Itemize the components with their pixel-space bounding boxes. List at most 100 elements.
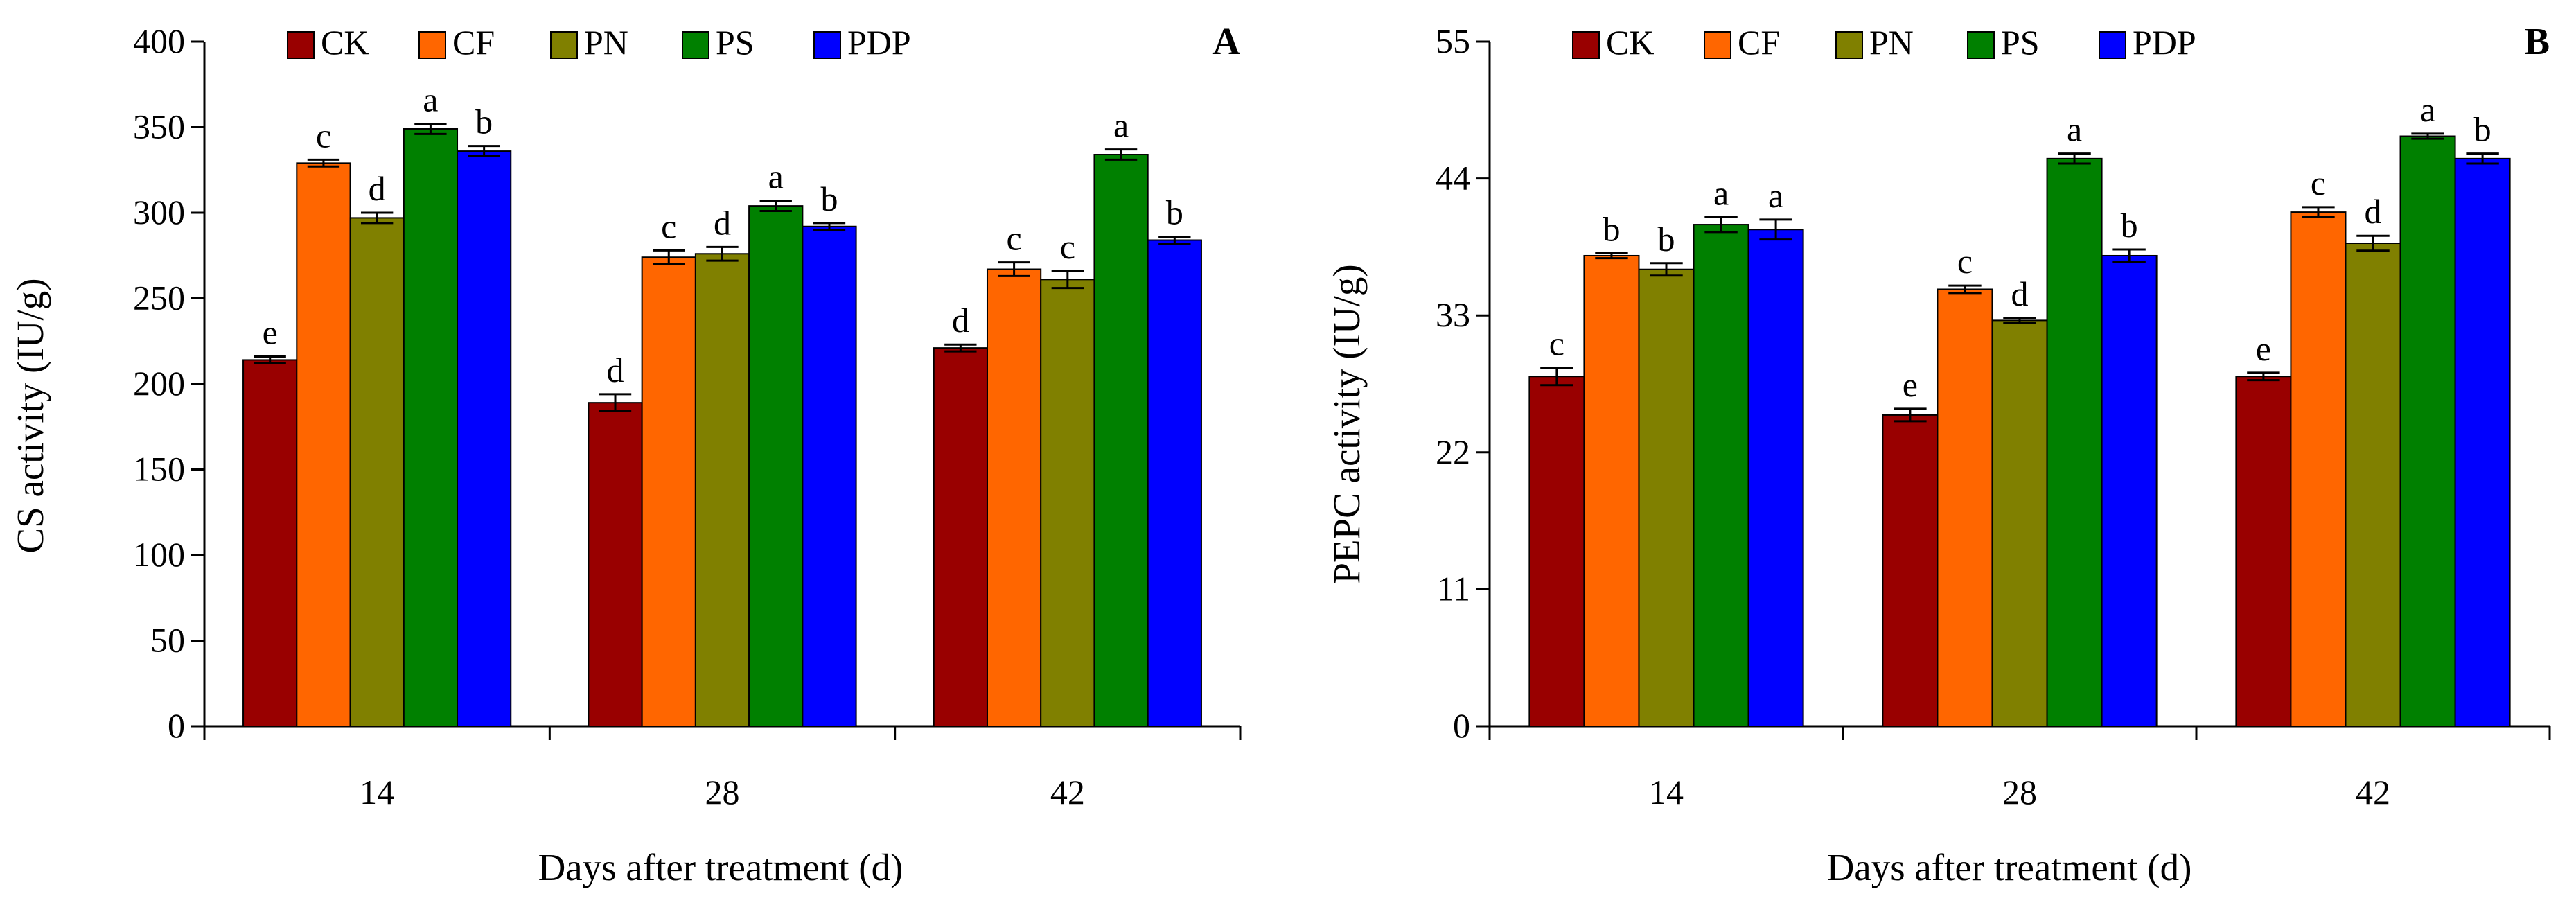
legend-swatch-ck [1572, 31, 1600, 59]
x-axis-title: Days after treatment (d) [538, 846, 903, 888]
legend-swatch-cf [1704, 31, 1731, 59]
legend-label-ps: PS [2001, 23, 2040, 62]
legend-swatch-pn [550, 31, 578, 59]
bar-ps [2046, 157, 2103, 728]
bar-cf [1937, 288, 1993, 727]
significance-letter: a [1768, 176, 1783, 215]
legend-label-pdp: PDP [847, 23, 911, 62]
y-tick-label: 200 [133, 364, 185, 403]
y-tick-label: 33 [1436, 295, 1470, 334]
significance-letter: b [1603, 209, 1620, 248]
significance-letter: b [820, 179, 838, 218]
x-tick-label: 28 [2002, 773, 2037, 811]
significance-letter: d [2011, 274, 2029, 313]
bar-cf [1583, 254, 1640, 727]
bar-ps [748, 205, 804, 727]
x-tick-label: 14 [360, 773, 394, 811]
significance-letter: a [2420, 90, 2435, 129]
y-tick-label: 300 [133, 193, 185, 231]
bar-ck [242, 359, 298, 727]
bar-ps [403, 128, 459, 728]
significance-letter: c [1060, 227, 1075, 266]
bar-ps [2399, 135, 2456, 728]
legend-label-ck: CK [321, 23, 369, 62]
significance-letter: d [952, 301, 969, 340]
bar-pdp [1147, 239, 1202, 727]
bar-ck [2235, 376, 2292, 727]
bar-pdp [2454, 157, 2511, 728]
bar-ck [588, 402, 643, 727]
significance-letter: b [1658, 220, 1675, 258]
legend-label-cf: CF [452, 23, 495, 62]
significance-letter: d [607, 351, 624, 389]
bar-pn [1638, 268, 1695, 727]
y-tick-label: 100 [133, 535, 185, 574]
x-axis-title: Days after treatment (d) [1827, 846, 2192, 888]
legend-swatch-ps [682, 31, 709, 59]
bar-cf [986, 268, 1042, 727]
legend-swatch-pdp [2099, 31, 2126, 59]
legend-label-pn: PN [584, 23, 628, 62]
x-tick-label: 42 [2356, 773, 2390, 811]
bar-ps [1693, 224, 1749, 728]
bar-pn [694, 253, 750, 727]
chart-panel-a: CS activity (IU/g) Days after treatment … [9, 20, 1242, 888]
y-tick-label: 0 [1453, 706, 1470, 745]
panel-label: A [1212, 20, 1240, 62]
legend-swatch-pn [1835, 31, 1863, 59]
x-tick-label: 14 [1649, 773, 1684, 811]
significance-letter: a [1113, 106, 1129, 145]
significance-letter: c [2311, 164, 2326, 202]
significance-letter: e [1903, 365, 1918, 404]
y-tick-label: 55 [1436, 21, 1470, 60]
significance-letter: c [661, 207, 676, 245]
significance-letter: a [423, 80, 438, 119]
bar-cf [641, 256, 696, 728]
significance-letter: b [2121, 206, 2138, 245]
legend-label-cf: CF [1738, 23, 1780, 62]
significance-letter: c [1006, 219, 1021, 258]
significance-letter: c [1549, 324, 1564, 363]
bar-ps [1093, 154, 1149, 727]
significance-letter: d [369, 169, 386, 208]
bar-ck [1528, 376, 1585, 727]
significance-letter: a [2067, 110, 2082, 149]
bar-pdp [802, 225, 857, 727]
chart-panel-b: PEPC activity (IU/g) Days after treatmen… [1325, 20, 2551, 888]
bar-pn [1991, 319, 2048, 728]
bar-ck [1882, 414, 1939, 728]
significance-letter: a [1713, 173, 1729, 212]
y-axis-title: CS activity (IU/g) [9, 278, 51, 553]
panel-label: B [2524, 20, 2550, 62]
bar-cf [2290, 211, 2347, 727]
significance-letter: e [2256, 329, 2271, 368]
y-tick-label: 350 [133, 107, 185, 146]
y-tick-label: 400 [133, 21, 185, 60]
bar-ck [933, 347, 988, 727]
bar-pn [2345, 243, 2401, 727]
legend-label-pdp: PDP [2133, 23, 2196, 62]
significance-letter: b [2474, 110, 2491, 149]
significance-letter: d [2365, 192, 2382, 231]
legend-swatch-ck [287, 31, 315, 59]
y-tick-label: 50 [150, 621, 185, 660]
legend-swatch-pdp [813, 31, 841, 59]
legend-label-ck: CK [1606, 23, 1654, 62]
significance-letter: c [1957, 242, 1973, 281]
y-tick-label: 150 [133, 450, 185, 489]
bar-pdp [2101, 254, 2158, 727]
legend-swatch-ps [1967, 31, 1995, 59]
bar-pn [1040, 279, 1095, 727]
bar-pdp [457, 150, 512, 727]
significance-letter: b [475, 103, 493, 141]
y-tick-label: 22 [1436, 432, 1470, 471]
significance-letter: c [316, 116, 331, 155]
y-axis-title: PEPC activity (IU/g) [1325, 264, 1368, 583]
y-tick-label: 44 [1436, 159, 1470, 197]
legend-label-ps: PS [716, 23, 755, 62]
significance-letter: d [714, 203, 731, 242]
significance-letter: a [768, 157, 784, 196]
x-tick-label: 42 [1050, 773, 1085, 811]
bar-cf [296, 162, 351, 727]
